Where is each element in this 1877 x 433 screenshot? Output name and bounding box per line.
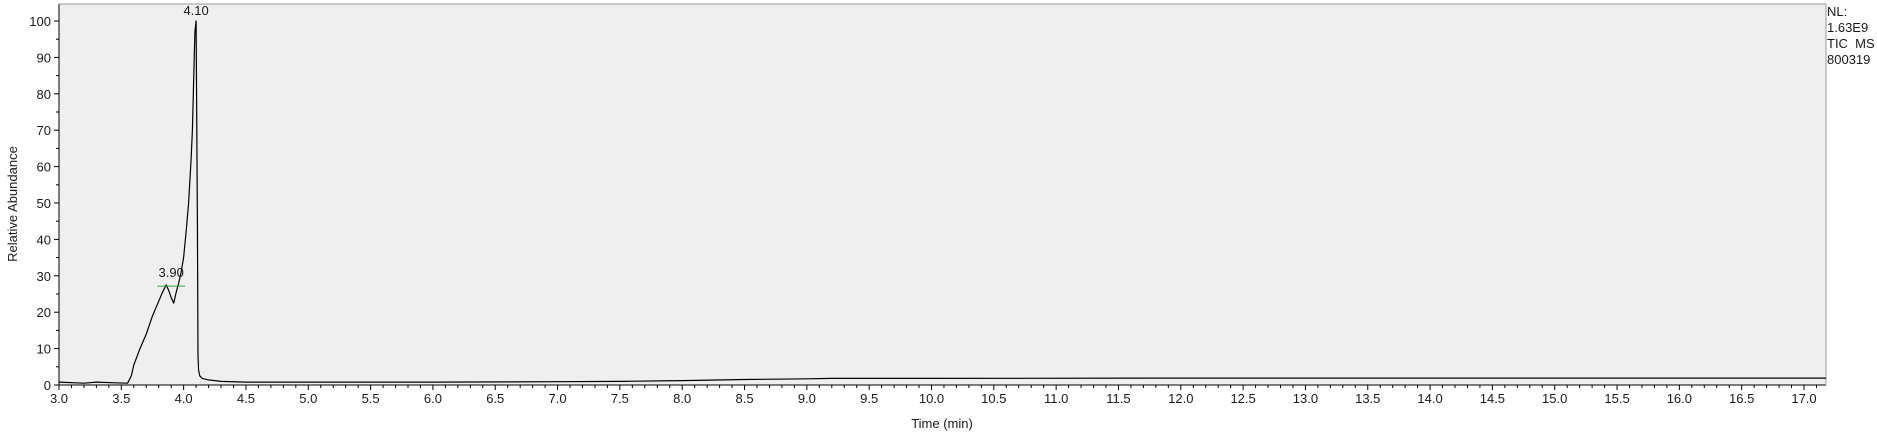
x-tick-label: 9.5 — [860, 391, 878, 406]
x-tick-label: 11.0 — [1044, 391, 1068, 406]
info-line-3: TIC MS — [1827, 36, 1875, 51]
x-tick-label: 10.5 — [981, 391, 1006, 406]
peak-label: 3.90 — [159, 265, 184, 280]
x-tick-label: 12.0 — [1168, 391, 1193, 406]
x-tick-label: 13.5 — [1355, 391, 1380, 406]
x-tick-label: 6.0 — [424, 391, 442, 406]
info-line-4: 800319 — [1827, 52, 1870, 67]
y-tick-label: 90 — [37, 50, 51, 65]
y-tick-label: 70 — [37, 123, 51, 138]
y-tick-label: 50 — [37, 196, 51, 211]
x-tick-label: 15.5 — [1604, 391, 1629, 406]
y-axis-ticks: 0 10 20 30 40 50 60 70 80 90 100 — [29, 14, 59, 393]
y-tick-label: 0 — [44, 378, 51, 393]
x-tick-label: 3.5 — [112, 391, 130, 406]
peak-annotations: 4.10 3.90 — [157, 3, 209, 287]
x-tick-label: 7.5 — [611, 391, 629, 406]
x-tick-label: 5.5 — [362, 391, 380, 406]
y-tick-label: 80 — [37, 87, 51, 102]
x-tick-label: 14.5 — [1480, 391, 1505, 406]
x-tick-label: 16.5 — [1729, 391, 1754, 406]
x-tick-label: 13.0 — [1293, 391, 1318, 406]
y-tick-label: 30 — [37, 269, 51, 284]
x-tick-label: 6.5 — [486, 391, 504, 406]
x-tick-label: 8.5 — [735, 391, 753, 406]
x-tick-label: 17.0 — [1791, 391, 1816, 406]
tic-trace-line — [58, 20, 1826, 384]
x-tick-label: 5.0 — [299, 391, 317, 406]
x-axis-ticks: 3.0 3.5 4.0 4.5 5.0 5.5 6.0 6.5 7.0 7.5 8.0 8.5 9.0 9… — [50, 385, 1817, 406]
plot-area — [59, 4, 1826, 385]
y-tick-label: 20 — [37, 305, 51, 320]
x-tick-label: 10.0 — [919, 391, 944, 406]
x-tick-label: 8.0 — [673, 391, 691, 406]
x-tick-label: 12.5 — [1230, 391, 1255, 406]
y-tick-label: 40 — [37, 232, 51, 247]
info-line-2: 1.63E9 — [1827, 20, 1868, 35]
peak-label: 4.10 — [183, 3, 208, 18]
series-layer — [58, 20, 1826, 384]
info-line-1: NL: — [1827, 4, 1847, 19]
x-tick-label: 16.0 — [1667, 391, 1692, 406]
y-axis-title: Relative Abundance — [5, 146, 20, 262]
x-axis-title: Time (min) — [911, 416, 973, 431]
x-tick-label: 11.5 — [1106, 391, 1130, 406]
x-tick-label: 4.0 — [175, 391, 193, 406]
x-tick-label: 7.0 — [549, 391, 567, 406]
y-tick-label: 10 — [37, 342, 51, 357]
x-tick-label: 9.0 — [798, 391, 816, 406]
x-tick-label: 15.0 — [1542, 391, 1567, 406]
y-tick-label: 100 — [29, 14, 51, 29]
x-tick-label: 3.0 — [50, 391, 68, 406]
y-tick-label: 60 — [37, 160, 51, 175]
x-tick-label: 14.0 — [1417, 391, 1442, 406]
x-tick-label: 4.5 — [237, 391, 255, 406]
